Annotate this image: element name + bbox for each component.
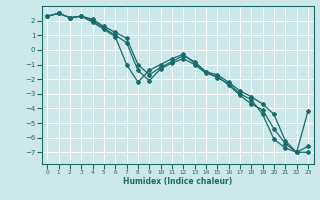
- X-axis label: Humidex (Indice chaleur): Humidex (Indice chaleur): [123, 177, 232, 186]
